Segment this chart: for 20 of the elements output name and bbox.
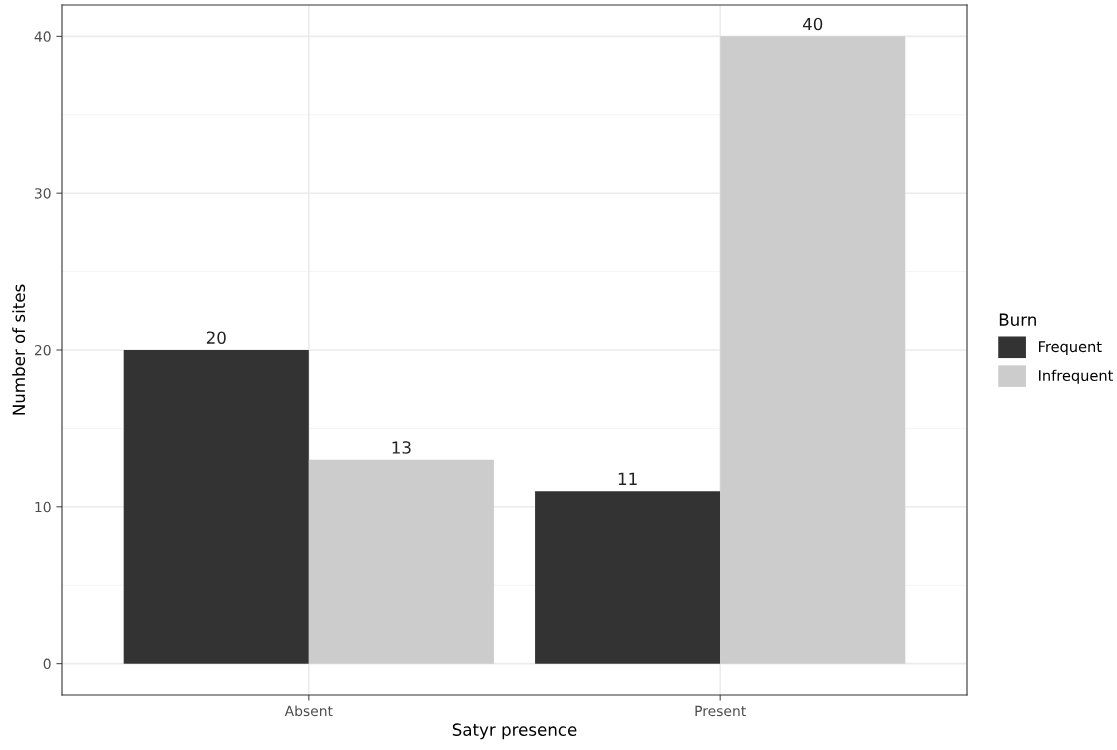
y-tick-label: 20 — [34, 344, 51, 356]
y-tick-label: 40 — [34, 31, 51, 42]
bar — [123, 350, 309, 664]
y-tick-label: 10 — [35, 501, 51, 513]
y-tick-label: 30 — [34, 188, 51, 199]
bar — [720, 36, 906, 664]
legend-label: Infrequent — [1039, 369, 1113, 384]
y-axis-title: Number of sites — [12, 284, 26, 415]
x-tick-label: Present — [695, 705, 746, 717]
y-tick-label: 0 — [43, 658, 51, 670]
x-axis-title: Satyr presence — [452, 723, 577, 740]
bar — [308, 459, 494, 664]
data-label: 13 — [392, 441, 411, 454]
x-tick-label: Absent — [284, 705, 333, 717]
legend-label: Frequent — [1039, 341, 1102, 355]
legend-title: Burn — [999, 313, 1036, 326]
data-label: 20 — [206, 331, 226, 344]
data-label: 40 — [802, 17, 823, 31]
data-label: 11 — [618, 472, 637, 485]
bar — [535, 491, 721, 664]
